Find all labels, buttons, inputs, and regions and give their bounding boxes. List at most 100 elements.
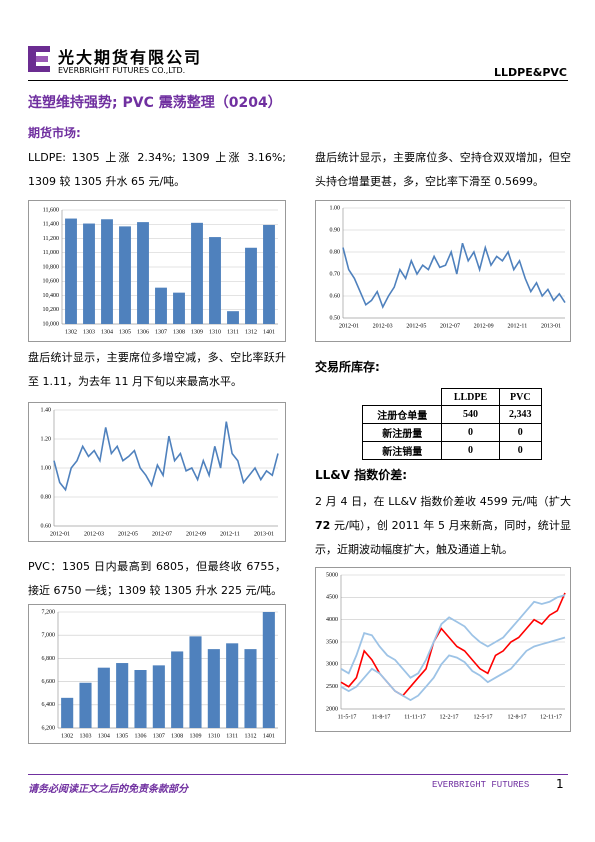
cell: 0 xyxy=(498,423,543,442)
header-rule xyxy=(28,80,568,81)
section: 交易所库存: xyxy=(315,360,380,374)
y-tick-label: 6,800 xyxy=(42,656,56,662)
cell: PVC xyxy=(498,388,543,406)
y-tick-label: 4000 xyxy=(326,617,338,623)
y-tick-label: 0.80 xyxy=(41,494,52,500)
bar xyxy=(189,636,202,728)
x-tick-label: 2012-11 xyxy=(220,531,240,537)
bar xyxy=(116,663,129,728)
x-tick-label: 2012-01 xyxy=(50,531,70,537)
section: LL&V 指数价差: xyxy=(315,468,408,482)
x-tick-label: 1303 xyxy=(80,733,92,739)
x-tick-label: 2012-05 xyxy=(406,323,426,329)
y-tick-label: 6,200 xyxy=(42,725,56,731)
x-tick-label: 12-5-17 xyxy=(474,714,493,720)
y-tick-label: 1.00 xyxy=(41,465,52,471)
chart: 10,000 10,200 10,400 10,600 10,800 11,000 11,2… xyxy=(28,200,286,342)
y-tick-label: 0.50 xyxy=(330,315,341,321)
cell: 新注册量 xyxy=(361,423,443,442)
bar xyxy=(101,219,113,324)
bar xyxy=(83,223,95,324)
paragraph: PVC：1305 日内最高到 6805，但最终收 6755，接近 6750 一线… xyxy=(28,560,286,597)
footer-rule xyxy=(28,774,568,775)
logo-icon xyxy=(28,46,50,72)
company-cn: 光大期货有限公司 xyxy=(58,48,203,67)
chart-frame xyxy=(315,567,571,732)
bar xyxy=(152,665,165,728)
bar xyxy=(191,222,203,324)
x-tick-label: 2013-01 xyxy=(254,531,274,537)
y-tick-label: 10,800 xyxy=(43,264,60,270)
y-tick-label: 11,600 xyxy=(43,207,59,213)
x-tick-label: 2012-03 xyxy=(84,531,104,537)
y-tick-label: 0.70 xyxy=(330,271,341,277)
bar xyxy=(97,667,110,728)
x-tick-label: 12-2-17 xyxy=(440,714,459,720)
x-tick-label: 1309 xyxy=(191,329,203,335)
cell: 新注销量 xyxy=(361,441,443,460)
paragraph: LLDPE: 1305 上涨 2.34%; 1309 上涨 3.16%; 130… xyxy=(28,151,286,188)
bar xyxy=(209,237,221,324)
cell: LLDPE xyxy=(441,388,500,406)
text: 72 xyxy=(315,519,331,532)
x-tick-label: 1302 xyxy=(65,329,77,335)
line xyxy=(340,636,566,702)
y-tick-label: 11,200 xyxy=(43,236,59,242)
x-tick-label: 1304 xyxy=(101,329,113,335)
x-tick-label: 1311 xyxy=(226,733,238,739)
x-tick-label: 11-8-17 xyxy=(372,714,391,720)
bar xyxy=(173,292,185,324)
company-en: EVERBRIGHT FUTURES CO.,LTD. xyxy=(58,66,186,75)
x-tick-label: 11-5-17 xyxy=(338,714,357,720)
line xyxy=(340,592,566,697)
y-tick-label: 7,200 xyxy=(42,609,56,615)
bar xyxy=(227,311,239,324)
bar xyxy=(61,697,74,728)
line xyxy=(53,421,279,492)
y-tick-label: 0.90 xyxy=(330,227,341,233)
x-tick-label: 2012-01 xyxy=(339,323,359,329)
y-tick-label: 1.20 xyxy=(41,436,52,442)
y-tick-label: 6,400 xyxy=(42,702,56,708)
disclaimer: 请务必阅读正文之后的免责条款部分 xyxy=(28,784,188,795)
x-tick-label: 12-8-17 xyxy=(508,714,527,720)
y-tick-label: 7,000 xyxy=(42,633,56,639)
cell: 540 xyxy=(441,405,500,424)
bar xyxy=(244,649,257,728)
x-tick-label: 1305 xyxy=(119,329,131,335)
line xyxy=(340,594,566,679)
y-tick-label: 11,000 xyxy=(43,250,59,256)
paragraph: 盘后统计显示，主要席位多、空持仓双双增加，但空头持仓增量更甚，多，空比率下滑至 … xyxy=(315,151,571,188)
x-tick-label: 1308 xyxy=(173,329,185,335)
section: 期货市场: xyxy=(28,126,81,140)
x-tick-label: 1310 xyxy=(208,733,220,739)
bar xyxy=(155,287,167,324)
x-tick-label: 2012-09 xyxy=(186,531,206,537)
y-tick-label: 3500 xyxy=(326,639,338,645)
x-tick-label: 1303 xyxy=(83,329,95,335)
y-tick-label: 2500 xyxy=(326,684,338,690)
x-tick-label: 1312 xyxy=(245,733,257,739)
x-tick-label: 1307 xyxy=(155,329,167,335)
x-tick-label: 1401 xyxy=(263,733,275,739)
x-tick-label: 1306 xyxy=(135,733,147,739)
paragraph: 2 月 4 日，在 LL&V 指数价差收 4599 元/吨（扩大 72 元/吨）… xyxy=(315,490,571,562)
chart: 0.60 0.80 1.00 1.20 1.40 2012-01 2012-03 2012-0… xyxy=(28,402,286,542)
text: 2 月 4 日，在 LL&V 指数价差收 4599 元/吨（扩大 xyxy=(315,495,571,508)
x-tick-label: 1305 xyxy=(116,733,128,739)
y-tick-label: 0.60 xyxy=(41,523,52,529)
x-tick-label: 1308 xyxy=(171,733,183,739)
x-tick-label: 1307 xyxy=(153,733,165,739)
cell: 0 xyxy=(498,441,543,460)
y-tick-label: 6,600 xyxy=(42,679,56,685)
x-tick-label: 1312 xyxy=(245,329,257,335)
x-tick-label: 2013-01 xyxy=(541,323,561,329)
product: LLDPE&PVC xyxy=(494,66,567,79)
y-tick-label: 5000 xyxy=(326,572,338,578)
x-tick-label: 1401 xyxy=(263,329,275,335)
cell xyxy=(362,388,443,406)
title: 连塑维持强势; PVC 震荡整理（0204） xyxy=(28,95,282,111)
bar xyxy=(207,649,220,728)
bar xyxy=(263,224,275,324)
